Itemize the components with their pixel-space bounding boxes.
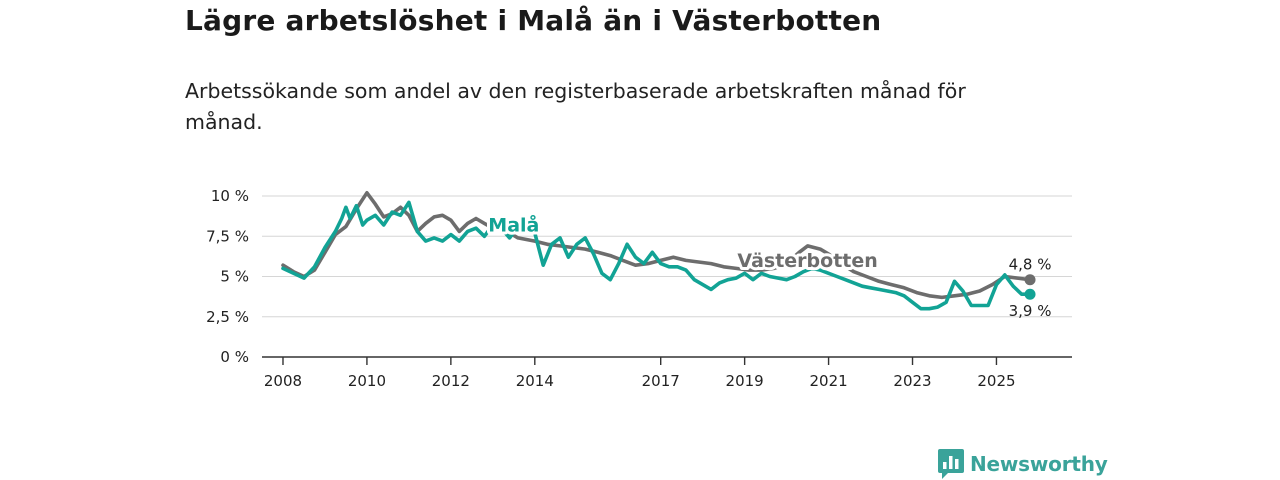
chart-subtitle: Arbetssökande som andel av den registerb… [185, 79, 966, 134]
end-value-label-mala: 3,9 % [1009, 302, 1052, 320]
x-tick-label: 2008 [264, 372, 302, 390]
x-tick-label: 2025 [977, 372, 1015, 390]
y-tick-label: 5 % [220, 268, 249, 286]
series-label-vasterbotten: Västerbotten [737, 250, 877, 272]
gridlines [262, 195, 1072, 318]
series-end-point [1024, 288, 1036, 300]
series-label-mala: Malå [488, 212, 539, 236]
x-axis-ticks: 2008 2010 2012 2014 2017 2019 2021 2023 2025 [264, 357, 1016, 390]
x-tick-label: 2021 [809, 372, 847, 390]
y-tick-label: 2,5 % [206, 308, 249, 326]
series-label-halo: Malå [488, 212, 539, 236]
y-tick-label: 10 % [211, 187, 249, 205]
end-value-label-vasterbotten: 4,8 % [1009, 256, 1052, 274]
x-tick-label: 2019 [726, 372, 764, 390]
x-tick-label: 2010 [348, 372, 386, 390]
x-tick-label: 2014 [516, 372, 554, 390]
series-lines [281, 191, 1036, 311]
x-tick-label: 2023 [893, 372, 931, 390]
newsworthy-logo: Newsworthy [938, 449, 1108, 479]
series-end-point [1024, 274, 1036, 286]
y-axis-ticks: 0 % 2,5 % 5 % 7,5 % 10 % [206, 187, 249, 366]
series-label-halo: Västerbotten [737, 250, 877, 272]
y-tick-label: 0 % [220, 348, 249, 366]
x-tick-label: 2017 [642, 372, 680, 390]
y-tick-label: 7,5 % [206, 227, 249, 245]
chart-title: Lägre arbetslöshet i Malå än i Västerbot… [185, 4, 882, 37]
newsworthy-logo-icon [938, 449, 964, 479]
newsworthy-wordmark: Newsworthy [970, 452, 1108, 476]
x-tick-label: 2012 [432, 372, 470, 390]
series-line-mala [281, 200, 1032, 311]
series-line-vasterbotten [281, 191, 1032, 300]
